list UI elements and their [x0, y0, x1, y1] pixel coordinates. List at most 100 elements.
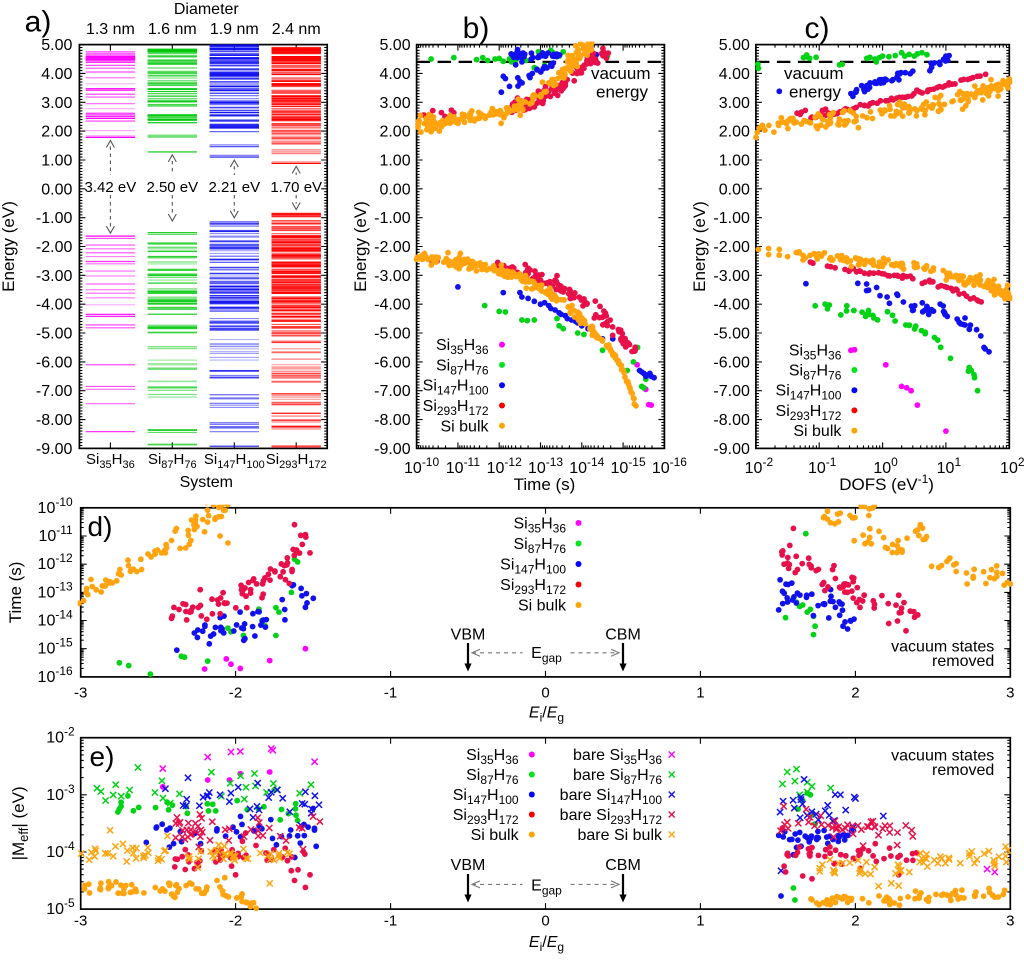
svg-text:d): d) — [88, 511, 113, 542]
svg-text:Ei/Eg: Ei/Eg — [529, 705, 564, 725]
svg-text:-3: -3 — [74, 684, 87, 701]
svg-text:-3.00: -3.00 — [374, 268, 411, 285]
svg-text:removed: removed — [932, 762, 994, 779]
svg-text:Energy (eV): Energy (eV) — [690, 201, 709, 292]
svg-text:4.00: 4.00 — [719, 66, 750, 83]
svg-text:Si bulk: Si bulk — [471, 827, 520, 844]
svg-text:vacuum: vacuum — [591, 64, 651, 83]
svg-text:2.00: 2.00 — [379, 124, 410, 141]
svg-text:bare Si147H100: bare Si147H100 — [560, 787, 663, 807]
svg-text:-7.00: -7.00 — [36, 383, 73, 400]
svg-text:0.00: 0.00 — [41, 181, 72, 198]
svg-text:-1.00: -1.00 — [713, 210, 750, 227]
svg-text:10-10: 10-10 — [38, 495, 73, 517]
svg-text:5.00: 5.00 — [41, 37, 72, 54]
svg-text:2.50 eV: 2.50 eV — [146, 179, 198, 196]
svg-text:1.70 eV: 1.70 eV — [270, 179, 322, 196]
svg-text:-4.00: -4.00 — [36, 297, 73, 314]
svg-text:4.00: 4.00 — [379, 66, 410, 83]
svg-text:Si bulk: Si bulk — [518, 598, 567, 615]
svg-text:0: 0 — [541, 913, 549, 930]
svg-text:DOFS (eV-1): DOFS (eV-1) — [839, 472, 934, 494]
svg-text:2.21 eV: 2.21 eV — [208, 179, 260, 196]
svg-text:CBM: CBM — [605, 626, 641, 643]
svg-text:-1: -1 — [384, 913, 397, 930]
svg-text:removed: removed — [932, 653, 994, 670]
svg-text:-5.00: -5.00 — [36, 326, 73, 343]
svg-text:2: 2 — [851, 684, 859, 701]
svg-text:2.00: 2.00 — [719, 124, 750, 141]
svg-text:-1: -1 — [384, 684, 397, 701]
svg-text:-3.00: -3.00 — [36, 268, 73, 285]
svg-text:Energy (eV): Energy (eV) — [351, 201, 370, 292]
svg-text:-3: -3 — [74, 913, 87, 930]
svg-text:-4.00: -4.00 — [713, 297, 750, 314]
svg-text:3: 3 — [1006, 913, 1014, 930]
svg-text:CBM: CBM — [605, 857, 641, 874]
svg-text:-2.00: -2.00 — [36, 239, 73, 256]
svg-text:bare Si293H172: bare Si293H172 — [560, 807, 663, 827]
svg-text:-6.00: -6.00 — [374, 354, 411, 371]
svg-text:5.00: 5.00 — [719, 37, 750, 54]
svg-text:1.00: 1.00 — [379, 153, 410, 170]
svg-text:|Meff| (eV): |Meff| (eV) — [9, 786, 31, 860]
svg-text:2: 2 — [851, 913, 859, 930]
svg-text:-7.00: -7.00 — [374, 383, 411, 400]
svg-text:2.00: 2.00 — [41, 124, 72, 141]
svg-text:-8.00: -8.00 — [374, 412, 411, 429]
svg-text:-9.00: -9.00 — [36, 441, 73, 458]
svg-text:3.00: 3.00 — [41, 95, 72, 112]
svg-text:-6.00: -6.00 — [713, 354, 750, 371]
svg-text:-9.00: -9.00 — [374, 441, 411, 458]
svg-text:-6.00: -6.00 — [36, 354, 73, 371]
svg-text:energy: energy — [789, 83, 841, 102]
svg-text:vacuum: vacuum — [784, 64, 844, 83]
svg-text:3: 3 — [1006, 684, 1014, 701]
svg-text:1: 1 — [696, 684, 704, 701]
svg-text:1.9 nm: 1.9 nm — [210, 21, 259, 38]
svg-text:Si87H76: Si87H76 — [148, 451, 197, 471]
svg-text:0.00: 0.00 — [379, 181, 410, 198]
svg-text:vacuum states: vacuum states — [891, 747, 994, 764]
svg-text:VBM: VBM — [451, 857, 486, 874]
svg-text:Diameter: Diameter — [174, 1, 240, 18]
svg-text:-9.00: -9.00 — [713, 441, 750, 458]
svg-text:-2: -2 — [229, 684, 242, 701]
svg-text:-1.00: -1.00 — [374, 210, 411, 227]
svg-text:energy: energy — [596, 83, 648, 102]
svg-text:bare Si35H36: bare Si35H36 — [573, 747, 662, 767]
svg-text:1: 1 — [696, 913, 704, 930]
svg-text:e): e) — [90, 741, 115, 772]
svg-text:1.00: 1.00 — [719, 153, 750, 170]
svg-text:Energy (eV): Energy (eV) — [0, 201, 18, 292]
svg-text:Si bulk: Si bulk — [440, 418, 489, 435]
svg-text:-1.00: -1.00 — [36, 210, 73, 227]
svg-text:System: System — [180, 474, 233, 491]
svg-text:0.00: 0.00 — [719, 181, 750, 198]
svg-text:c): c) — [805, 12, 830, 45]
svg-text:-4.00: -4.00 — [374, 297, 411, 314]
svg-text:3.42 eV: 3.42 eV — [85, 179, 137, 196]
svg-text:VBM: VBM — [451, 626, 486, 643]
svg-text:Time (s): Time (s) — [514, 475, 576, 494]
svg-text:bare Si bulk: bare Si bulk — [578, 827, 663, 844]
svg-text:-2.00: -2.00 — [374, 239, 411, 256]
svg-text:Si bulk: Si bulk — [793, 423, 842, 440]
svg-text:4.00: 4.00 — [41, 66, 72, 83]
svg-text:3.00: 3.00 — [379, 95, 410, 112]
svg-text:0: 0 — [541, 684, 549, 701]
svg-text:-8.00: -8.00 — [36, 412, 73, 429]
svg-text:Time (s): Time (s) — [6, 562, 25, 624]
svg-text:1.00: 1.00 — [41, 153, 72, 170]
svg-text:-2.00: -2.00 — [713, 239, 750, 256]
svg-text:1.3 nm: 1.3 nm — [86, 21, 135, 38]
svg-text:-5.00: -5.00 — [374, 326, 411, 343]
svg-text:b): b) — [463, 12, 490, 45]
svg-text:2.4 nm: 2.4 nm — [272, 21, 321, 38]
svg-text:a): a) — [25, 6, 52, 39]
svg-text:Ei/Eg: Ei/Eg — [529, 934, 564, 954]
svg-text:-5.00: -5.00 — [713, 326, 750, 343]
svg-text:-7.00: -7.00 — [713, 383, 750, 400]
svg-text:5.00: 5.00 — [379, 37, 410, 54]
svg-text:-8.00: -8.00 — [713, 412, 750, 429]
